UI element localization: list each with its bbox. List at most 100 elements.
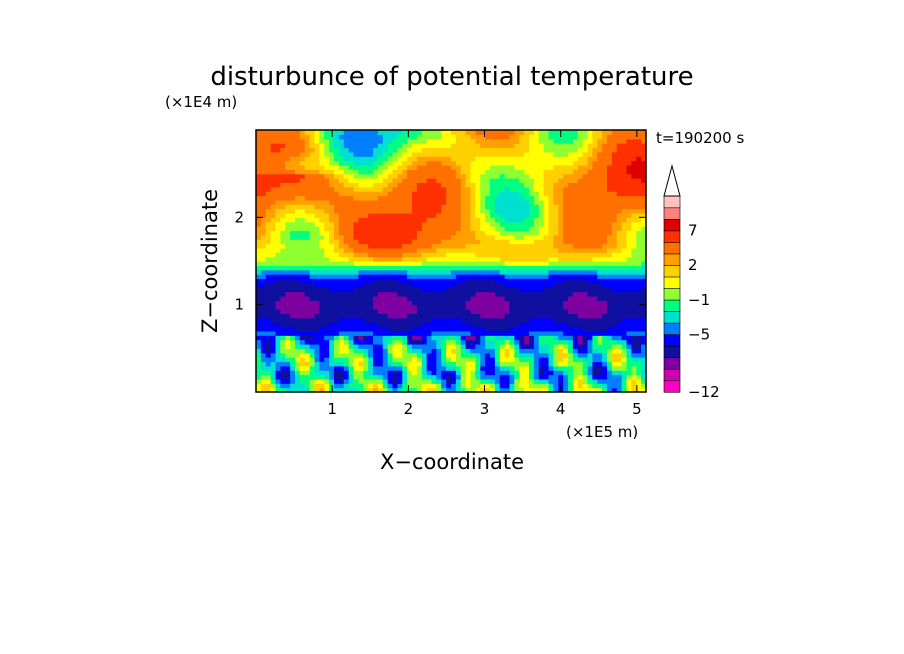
field-cell xyxy=(509,304,515,310)
field-cell xyxy=(324,335,330,341)
field-cell xyxy=(494,335,501,341)
field-cell xyxy=(558,261,564,266)
field-cell xyxy=(499,151,506,157)
field-cell xyxy=(260,138,267,144)
field-cell xyxy=(324,208,330,214)
field-cell xyxy=(514,217,520,223)
field-cell xyxy=(519,361,525,367)
field-cell xyxy=(338,261,345,266)
field-cell xyxy=(582,164,589,170)
field-cell xyxy=(319,243,325,249)
field-cell xyxy=(329,378,335,384)
field-cell xyxy=(436,204,442,210)
field-cell xyxy=(446,361,452,367)
field-cell xyxy=(299,309,306,314)
field-cell xyxy=(572,208,579,214)
field-cell xyxy=(465,361,472,367)
field-cell xyxy=(275,191,281,197)
field-cell xyxy=(416,374,423,380)
field-cell xyxy=(494,252,501,258)
field-cell xyxy=(543,256,550,262)
field-cell xyxy=(572,230,579,236)
field-cell xyxy=(304,330,311,336)
field-cell xyxy=(334,164,340,170)
field-cell xyxy=(304,265,311,271)
field-cell xyxy=(446,287,452,293)
field-cell xyxy=(470,335,476,341)
field-cell xyxy=(451,343,457,349)
field-cell xyxy=(451,230,457,236)
field-cell xyxy=(460,256,467,262)
field-cell xyxy=(460,239,467,245)
field-cell xyxy=(402,169,408,175)
field-cell xyxy=(343,313,350,319)
field-cell xyxy=(314,370,320,376)
field-cell xyxy=(460,195,467,201)
field-cell xyxy=(397,230,403,236)
field-cell xyxy=(446,365,452,371)
field-cell xyxy=(256,300,262,306)
field-cell xyxy=(499,247,506,253)
field-cell xyxy=(563,230,569,236)
field-cell xyxy=(641,322,646,328)
field-cell xyxy=(509,182,515,188)
field-cell xyxy=(387,147,394,153)
field-cell xyxy=(436,361,442,367)
field-cell xyxy=(280,186,286,192)
field-cell xyxy=(602,357,608,363)
field-cell xyxy=(324,309,330,314)
field-cell xyxy=(373,234,379,240)
field-cell xyxy=(368,383,374,389)
field-cell xyxy=(412,357,418,363)
field-cell xyxy=(285,226,291,232)
field-cell xyxy=(524,278,530,284)
field-cell xyxy=(597,208,603,214)
field-cell xyxy=(368,335,374,341)
field-cell xyxy=(446,313,452,319)
field-cell xyxy=(631,186,637,192)
field-cell xyxy=(446,247,452,253)
field-cell xyxy=(314,226,320,232)
field-cell xyxy=(377,348,384,354)
field-cell xyxy=(626,295,632,301)
field-cell xyxy=(343,287,350,293)
field-cell xyxy=(436,230,442,236)
field-cell xyxy=(641,287,646,293)
field-cell xyxy=(421,156,428,162)
field-cell xyxy=(295,239,301,245)
field-cell xyxy=(455,230,462,236)
field-cell xyxy=(329,160,335,166)
field-cell xyxy=(421,269,428,275)
field-cell xyxy=(265,269,272,275)
field-cell xyxy=(568,300,574,306)
field-cell xyxy=(426,208,433,214)
field-cell xyxy=(485,326,491,332)
field-cell xyxy=(568,357,574,363)
field-cell xyxy=(338,309,345,314)
field-cell xyxy=(616,326,623,332)
field-cell xyxy=(343,357,350,363)
field-cell xyxy=(436,186,442,192)
field-cell xyxy=(592,252,598,258)
field-cell xyxy=(348,247,355,253)
field-cell xyxy=(348,269,355,275)
field-cell xyxy=(299,261,306,266)
field-cell xyxy=(285,147,291,153)
field-cell xyxy=(587,208,593,214)
field-cell xyxy=(470,164,476,170)
field-cell xyxy=(353,348,359,354)
field-cell xyxy=(582,317,589,323)
field-cell xyxy=(373,243,379,249)
field-cell xyxy=(338,282,345,288)
field-cell xyxy=(382,361,389,367)
field-cell xyxy=(373,387,379,392)
field-cell xyxy=(641,247,646,253)
field-cell xyxy=(548,247,554,253)
field-cell xyxy=(329,348,335,354)
field-cell xyxy=(436,287,442,293)
field-cell xyxy=(621,361,628,367)
field-cell xyxy=(470,309,476,314)
field-cell xyxy=(285,274,291,280)
field-cell xyxy=(348,230,355,236)
field-cell xyxy=(553,339,559,345)
